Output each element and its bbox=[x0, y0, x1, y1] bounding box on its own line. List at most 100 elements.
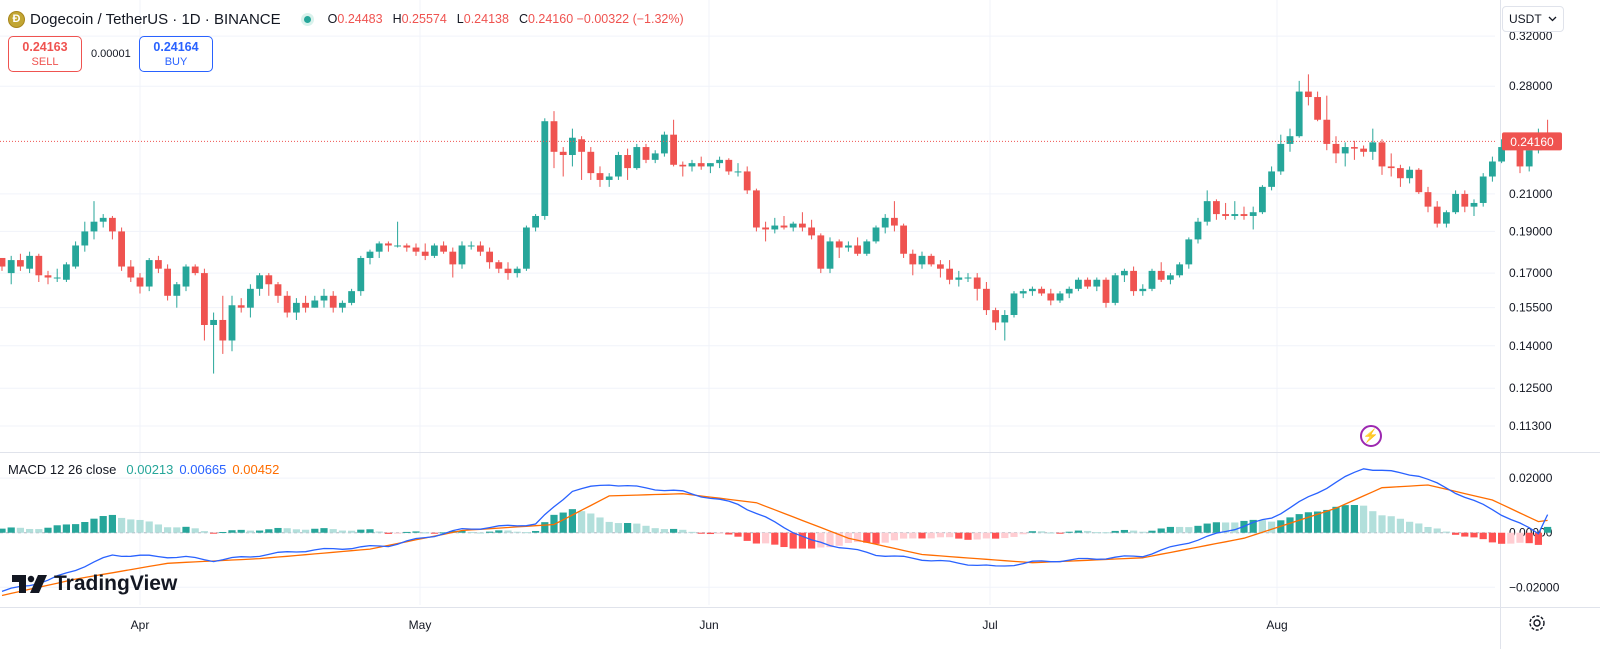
candle-body bbox=[946, 268, 953, 280]
candle-body bbox=[1148, 270, 1156, 289]
candle-body bbox=[1415, 169, 1423, 193]
candle-body bbox=[845, 245, 852, 248]
macd-tick-label: −0.02000 bbox=[1509, 580, 1560, 594]
candle-body bbox=[467, 245, 475, 247]
candle-body bbox=[311, 300, 319, 308]
candle-body bbox=[1185, 239, 1193, 265]
candle-body bbox=[1259, 186, 1266, 213]
macd-histogram-bar bbox=[338, 530, 346, 533]
candle-body bbox=[1433, 206, 1441, 224]
macd-histogram-bar bbox=[265, 529, 273, 533]
candle-body bbox=[1286, 136, 1294, 144]
macd-histogram-bar bbox=[403, 531, 411, 533]
macd-histogram-bar bbox=[1139, 531, 1147, 533]
candle-body bbox=[201, 273, 208, 325]
macd-histogram-bar bbox=[191, 528, 199, 533]
candle-body bbox=[1479, 176, 1487, 203]
candle-body bbox=[182, 266, 190, 287]
candle-body bbox=[99, 217, 107, 222]
macd-histogram-bar bbox=[145, 521, 153, 533]
macd-histogram-bar bbox=[1084, 530, 1092, 533]
candle-body bbox=[1203, 201, 1211, 222]
candle-body bbox=[283, 295, 291, 313]
candle-body bbox=[1378, 142, 1386, 167]
candle-body bbox=[854, 245, 861, 254]
candle-body bbox=[1305, 91, 1312, 98]
macd-histogram-bar bbox=[99, 516, 107, 533]
macd-legend-label[interactable]: MACD 12 26 close bbox=[8, 462, 117, 477]
candle-body bbox=[1424, 192, 1432, 207]
candle-body bbox=[1332, 143, 1340, 154]
macd-histogram-bar bbox=[1314, 511, 1322, 533]
macd-histogram-bar bbox=[1074, 530, 1082, 533]
macd-histogram-bar bbox=[854, 532, 862, 543]
lightning-icon[interactable]: ⚡ bbox=[1360, 425, 1382, 447]
macd-histogram-bar bbox=[366, 529, 374, 533]
candle-body bbox=[1029, 288, 1036, 292]
candle-body bbox=[909, 253, 917, 265]
gear-icon[interactable] bbox=[1526, 612, 1548, 634]
macd-histogram-bar bbox=[1056, 532, 1064, 534]
currency-select[interactable]: USDT bbox=[1502, 6, 1564, 32]
candle-body bbox=[1157, 270, 1165, 280]
macd-histogram-bar bbox=[1130, 530, 1138, 533]
candle-body bbox=[486, 251, 493, 263]
macd-histogram-bar bbox=[1415, 523, 1423, 533]
symbol-title[interactable]: Dogecoin / TetherUS · 1D · BINANCE bbox=[30, 10, 281, 28]
candle-body bbox=[440, 245, 447, 252]
candle-body bbox=[26, 255, 33, 269]
candle-body bbox=[780, 225, 788, 228]
macd-histogram-bar bbox=[771, 532, 779, 545]
macd-histogram-bar bbox=[1470, 532, 1478, 538]
macd-histogram-bar bbox=[81, 522, 89, 533]
candle-body bbox=[495, 262, 503, 269]
tradingview-logo[interactable]: TradingView bbox=[12, 572, 177, 596]
macd-histogram-bar bbox=[90, 518, 98, 533]
price-tick-label: 0.32000 bbox=[1509, 29, 1553, 43]
buy-button[interactable]: 0.24164 BUY bbox=[139, 36, 213, 72]
candle-body bbox=[633, 147, 641, 169]
macd-histogram-bar bbox=[1396, 518, 1404, 533]
macd-histogram-bar bbox=[642, 525, 650, 533]
macd-histogram-bar bbox=[7, 527, 15, 533]
macd-histogram-bar bbox=[467, 531, 475, 533]
macd-histogram-bar bbox=[1038, 531, 1046, 533]
macd-histogram-bar bbox=[136, 519, 144, 533]
candle-body bbox=[1038, 288, 1045, 294]
candle-body bbox=[504, 268, 512, 274]
macd-histogram-bar bbox=[780, 532, 788, 548]
macd-histogram-bar bbox=[1111, 530, 1119, 533]
macd-histogram-bar bbox=[1498, 532, 1506, 544]
candle-body bbox=[127, 266, 135, 278]
macd-histogram-bar bbox=[697, 532, 705, 534]
candle-body bbox=[891, 217, 898, 226]
macd-histogram-bar bbox=[311, 528, 319, 533]
macd-histogram-bar bbox=[44, 527, 52, 533]
candle-body bbox=[955, 277, 963, 280]
candle-body bbox=[1387, 166, 1395, 169]
macd-legend: MACD 12 26 close 0.00213 0.00665 0.00452 bbox=[8, 462, 279, 477]
macd-histogram-bar bbox=[927, 532, 935, 539]
candle-body bbox=[762, 227, 769, 230]
macd-histogram-bar bbox=[909, 532, 917, 539]
macd-histogram-bar bbox=[1249, 519, 1257, 533]
candle-body bbox=[72, 245, 79, 267]
candle-body bbox=[918, 255, 926, 265]
macd-histogram-bar bbox=[679, 529, 687, 533]
macd-histogram-bar bbox=[633, 523, 641, 533]
candle-body bbox=[35, 255, 43, 276]
candle-body bbox=[541, 121, 549, 216]
macd-histogram-bar bbox=[1378, 515, 1386, 533]
macd-histogram-bar bbox=[1442, 531, 1450, 533]
macd-histogram-bar bbox=[614, 523, 622, 533]
macd-histogram-bar bbox=[440, 532, 448, 534]
candle-body bbox=[477, 245, 484, 252]
candle-body bbox=[1176, 264, 1183, 276]
last-price-tag bbox=[1502, 132, 1562, 151]
macd-histogram-bar bbox=[532, 530, 540, 533]
macd-histogram-bar bbox=[1194, 525, 1202, 533]
sell-button[interactable]: 0.24163 SELL bbox=[8, 36, 82, 72]
high-value: 0.25574 bbox=[401, 12, 447, 26]
high-key: H bbox=[392, 12, 402, 26]
